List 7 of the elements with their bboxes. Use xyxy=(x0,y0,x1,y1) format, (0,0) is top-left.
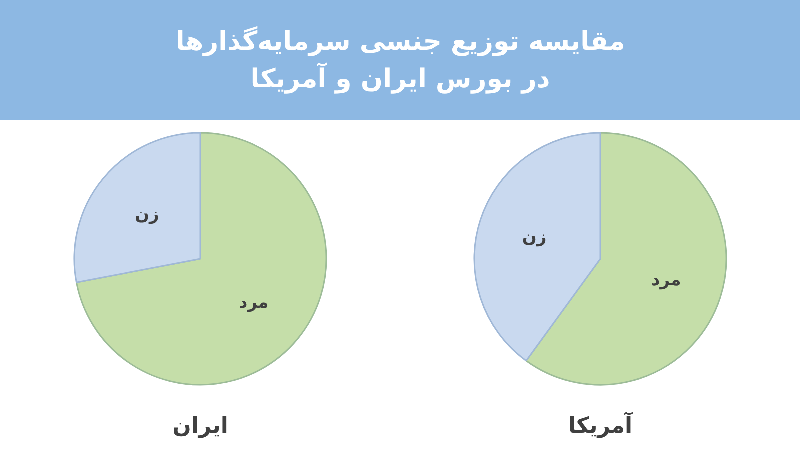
text: مقایسه توزیع جنسی سرمایه‌گذارها در بورس ایران و آمریکا xyxy=(176,26,626,94)
text: آمریکا xyxy=(568,412,634,439)
slice-label: مرد xyxy=(238,293,269,314)
text: ایران xyxy=(172,414,228,439)
slice-label: زن xyxy=(522,228,547,248)
slice-label: زن xyxy=(134,204,160,225)
slice-label: مرد xyxy=(652,270,682,290)
